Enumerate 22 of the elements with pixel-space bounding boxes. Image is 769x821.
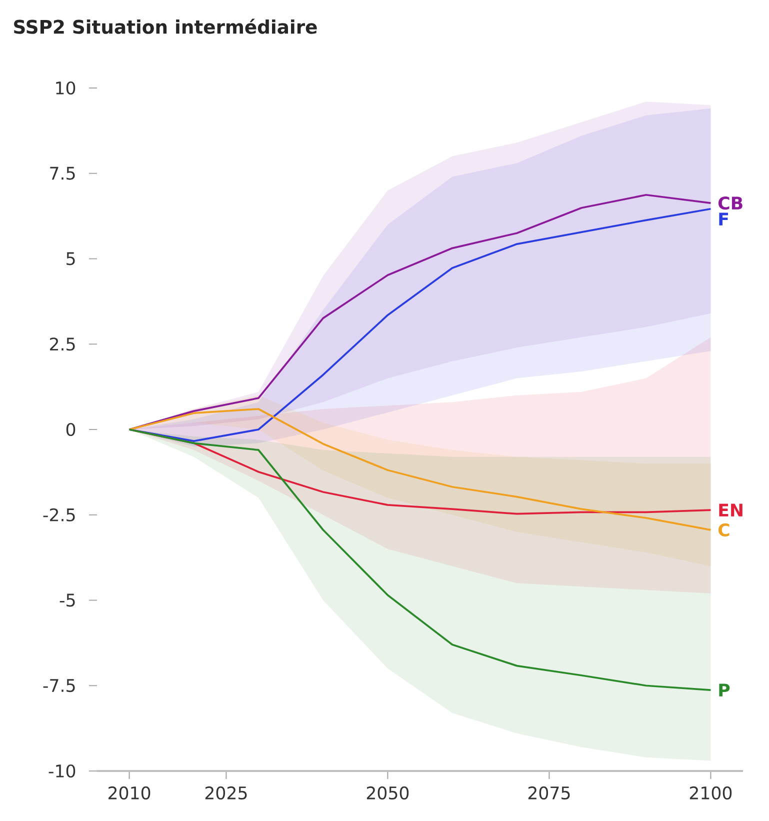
x-tick-label: 2050: [366, 786, 409, 800]
series-label: CB: [718, 196, 742, 210]
line-series: [128, 408, 712, 531]
x-tick-label: 2010: [108, 786, 150, 800]
y-tick-label: 10: [56, 81, 76, 95]
x-tick-label: 2100: [690, 786, 732, 800]
y-tick-label: -7.5: [43, 679, 75, 692]
x-tick-label: 2025: [205, 786, 247, 800]
y-tick-label: -2.5: [43, 508, 75, 522]
y-tick-label: -5: [60, 594, 75, 607]
chart-title: SSP2 Situation intermédiaire: [14, 18, 317, 34]
y-tick-label: 7.5: [50, 166, 75, 180]
series-label: EN: [719, 504, 742, 516]
y-tick-label: 2.5: [50, 338, 75, 351]
y-tick-label: 5: [66, 252, 75, 266]
line-series: [128, 428, 712, 691]
y-tick-label: -10: [48, 764, 76, 778]
x-tick-label: 2075: [528, 786, 570, 800]
series-label: C: [718, 523, 730, 536]
series-label: P: [719, 684, 730, 696]
series-label: F: [719, 212, 728, 226]
y-tick-label: 0: [66, 422, 76, 436]
